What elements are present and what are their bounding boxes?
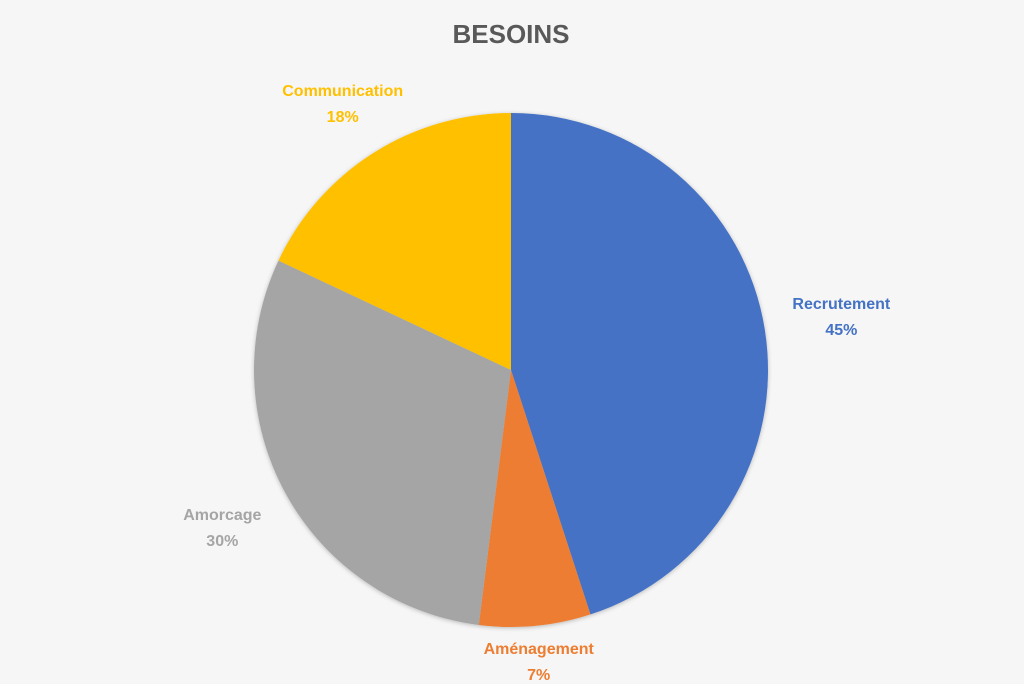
slice-value-label: 18%	[327, 109, 359, 126]
slice-value-label: 45%	[825, 322, 857, 339]
slice-label: Communication	[282, 83, 403, 100]
pie	[254, 113, 768, 627]
slice-label: Recrutement	[792, 296, 890, 313]
slice-value-label: 30%	[206, 533, 238, 550]
pie-slice	[511, 113, 768, 615]
pie-slice	[254, 260, 511, 625]
pie-slice	[478, 370, 591, 627]
slice-label: Amorcage	[183, 507, 261, 524]
slice-label: Aménagement	[484, 641, 595, 658]
slice-value-label: 7%	[527, 667, 550, 684]
pie-slice	[278, 113, 511, 370]
chart-title: BESOINS	[452, 19, 569, 49]
